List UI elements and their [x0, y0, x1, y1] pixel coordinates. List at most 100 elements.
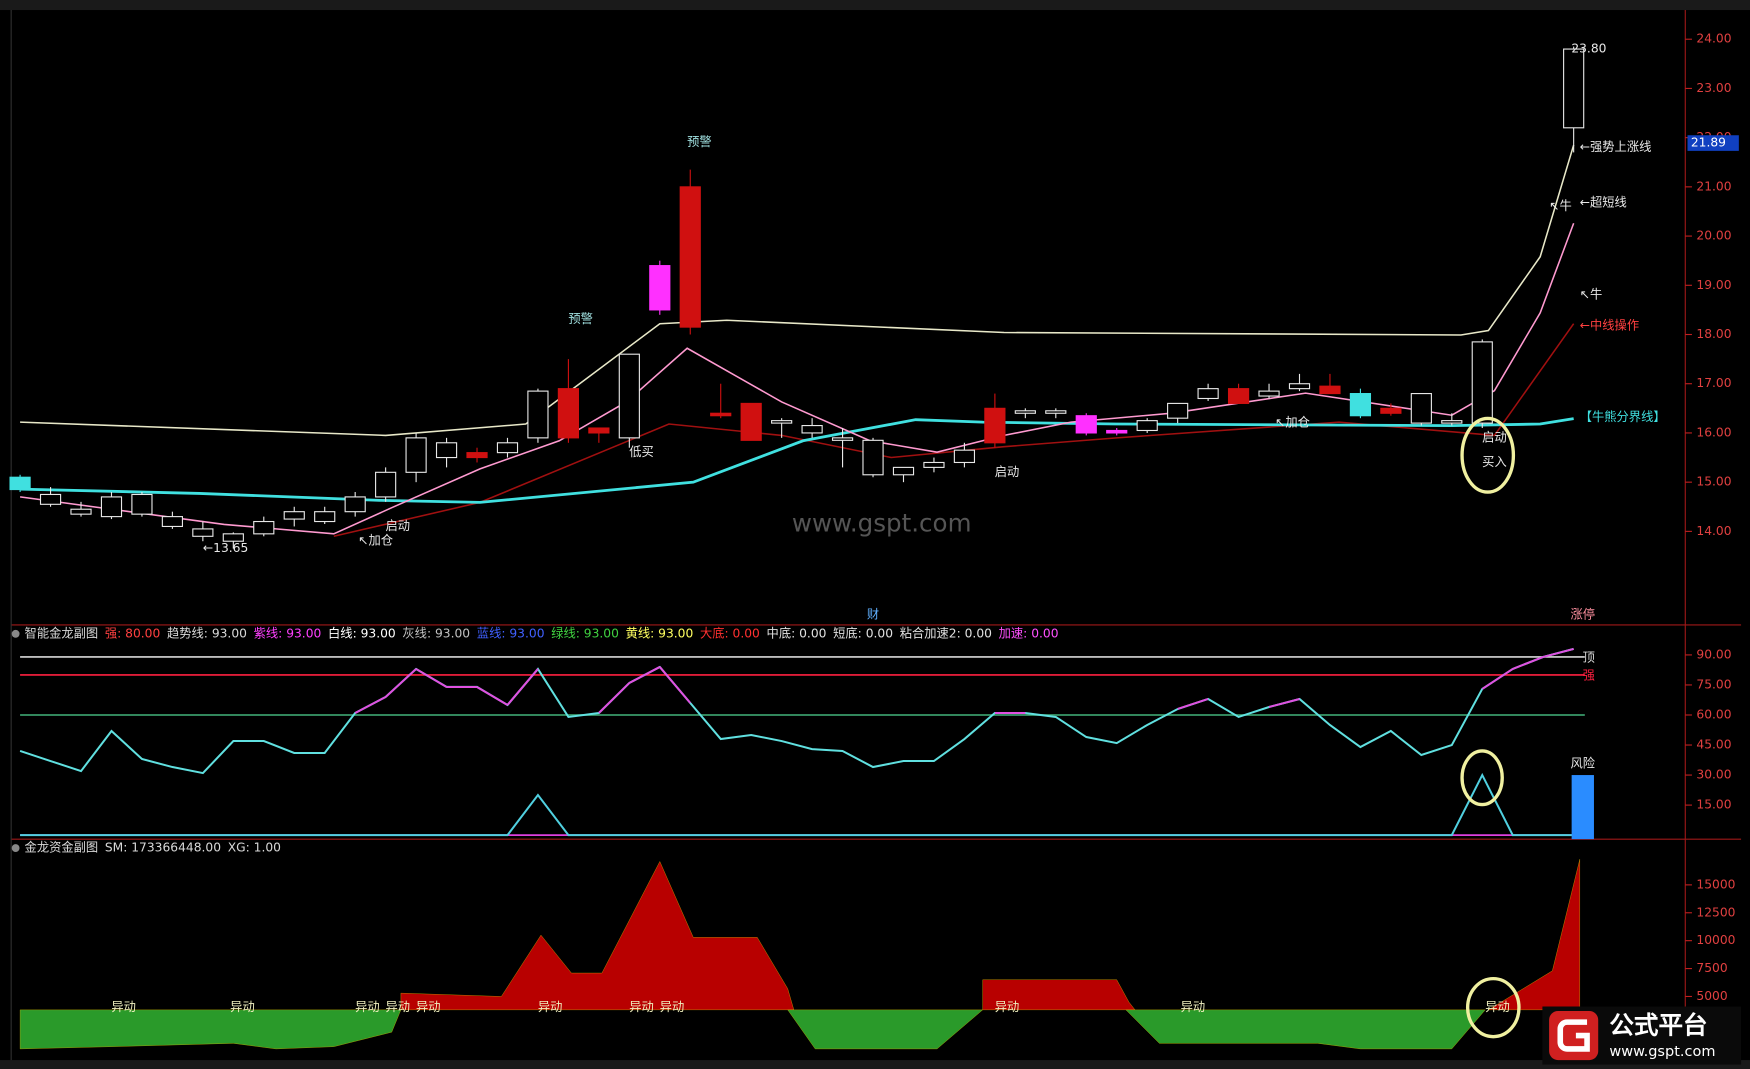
y-tick-label: 21.00 [1696, 179, 1731, 193]
candle-body [9, 476, 31, 491]
y-tick-label: 30.00 [1696, 768, 1731, 782]
candle-body [801, 425, 823, 434]
candle-body [1471, 341, 1493, 424]
panel-title: 智能金龙副图 [25, 625, 99, 640]
highlight-segment [628, 666, 661, 684]
y-tick-label: 19.00 [1696, 278, 1731, 292]
candle-body [253, 520, 275, 535]
candle-body [1075, 415, 1097, 434]
highlight-circle [1465, 976, 1521, 1039]
annotation: 异动 [230, 1000, 255, 1014]
annotation: 预警 [687, 134, 712, 149]
candle-body [557, 388, 580, 439]
annotation: 财 [867, 608, 879, 622]
y-tick-label: 15.00 [1696, 475, 1731, 489]
top-bar [0, 0, 1750, 11]
bottom-bar [0, 1060, 1750, 1069]
annotation: 低买 [629, 445, 654, 459]
annotation: ↖加仓 [358, 534, 393, 548]
highlight-segment [354, 696, 387, 714]
last-price-box [1687, 135, 1739, 151]
legend-entry: 黄线: 93.00 [626, 626, 694, 640]
candle-body [1227, 388, 1250, 404]
candle-body [1045, 410, 1067, 414]
y-tick-label: 24.00 [1696, 32, 1731, 46]
candle-body [771, 420, 793, 424]
logo-mark [1557, 1019, 1590, 1052]
highlight-circle [1460, 749, 1504, 807]
y-tick-label: 60.00 [1696, 707, 1731, 721]
y-tick-label: 17.00 [1696, 376, 1731, 390]
y-tick-label: 75.00 [1696, 677, 1731, 691]
candle-body [375, 471, 397, 498]
highlight-segment [1512, 655, 1544, 670]
y-tick-label: 15000 [1696, 877, 1735, 891]
candle-body [1167, 402, 1189, 419]
annotation: 异动 [660, 1000, 685, 1014]
watermark: www.gspt.com [792, 508, 972, 537]
annotation: 异动 [111, 1000, 136, 1014]
marks: 14.00 15.00 16.00 17.00 18.00 19.00 20.00 21.00… [9, 32, 1739, 1050]
annotation: 异动 [1485, 1000, 1510, 1014]
candle-body [70, 508, 92, 515]
annotation: 预警 [568, 311, 593, 326]
candle-body [1288, 383, 1311, 390]
logo-icon [1549, 1010, 1599, 1061]
annotation: 异动 [629, 1000, 654, 1014]
y-tick-label: 10000 [1696, 933, 1735, 947]
candle-body [1136, 420, 1158, 432]
legend-entry: 蓝线: 93.00 [477, 626, 545, 640]
highlight-segment [1268, 697, 1300, 708]
highlight-segment [659, 666, 692, 704]
candle-body [161, 516, 184, 528]
candle-body [283, 511, 305, 520]
line [333, 323, 1575, 538]
annotation: 启动 [386, 519, 411, 533]
highlight-segment [598, 682, 631, 714]
highlight-circle [1460, 416, 1516, 494]
candle-body [1319, 385, 1341, 395]
candle-body [131, 493, 153, 515]
highlight-segment [476, 686, 508, 706]
annotation: 23.80 [1571, 42, 1606, 56]
y-tick-label: 12500 [1696, 905, 1735, 919]
legend-entry: 趋势线: 93.00 [167, 626, 247, 640]
candle-body [1563, 48, 1585, 129]
legend-entry: XG: 1.00 [228, 841, 281, 855]
highlight-segment [506, 668, 539, 706]
legend-entry: 短底: 0.00 [833, 625, 893, 640]
candle-body [710, 412, 732, 417]
y-tick-label: 23.00 [1696, 81, 1731, 95]
annotation: 异动 [995, 1000, 1020, 1014]
last-price-label: 21.89 [1691, 136, 1726, 150]
legend-entry: 加速: 0.00 [999, 626, 1059, 640]
bar [1571, 775, 1594, 840]
logo-url: www.gspt.com [1609, 1044, 1715, 1060]
annotation: ←超短线 [1580, 195, 1627, 210]
candle-body [892, 466, 915, 476]
panel-title: 金龙资金副图 [25, 840, 99, 855]
candle-body [1106, 429, 1128, 434]
y-tick-label: 7500 [1696, 961, 1727, 975]
candle-body [679, 186, 701, 328]
annotation: 异动 [355, 1000, 380, 1014]
legend-entry: 大底: 0.00 [700, 625, 760, 640]
legend-entry: 灰线: 93.00 [402, 626, 470, 640]
y-tick-label: 16.00 [1696, 425, 1731, 439]
candle-body [466, 452, 488, 459]
logo: 公式平台 www.gspt.com [1542, 1006, 1742, 1065]
area [19, 1009, 402, 1050]
annotation: ←中线操作 [1580, 318, 1639, 333]
y-tick-label: 45.00 [1696, 738, 1731, 752]
candle-body [39, 493, 62, 505]
highlight-segment [1481, 668, 1514, 690]
candle-body [435, 442, 458, 459]
annotation: 买入 [1482, 455, 1507, 469]
candle-body [588, 427, 610, 434]
annotation: 异动 [1181, 1000, 1206, 1014]
y-tick-label: 14.00 [1696, 524, 1731, 538]
y-tick-label: 15.00 [1696, 798, 1731, 812]
candle-body [405, 437, 427, 473]
